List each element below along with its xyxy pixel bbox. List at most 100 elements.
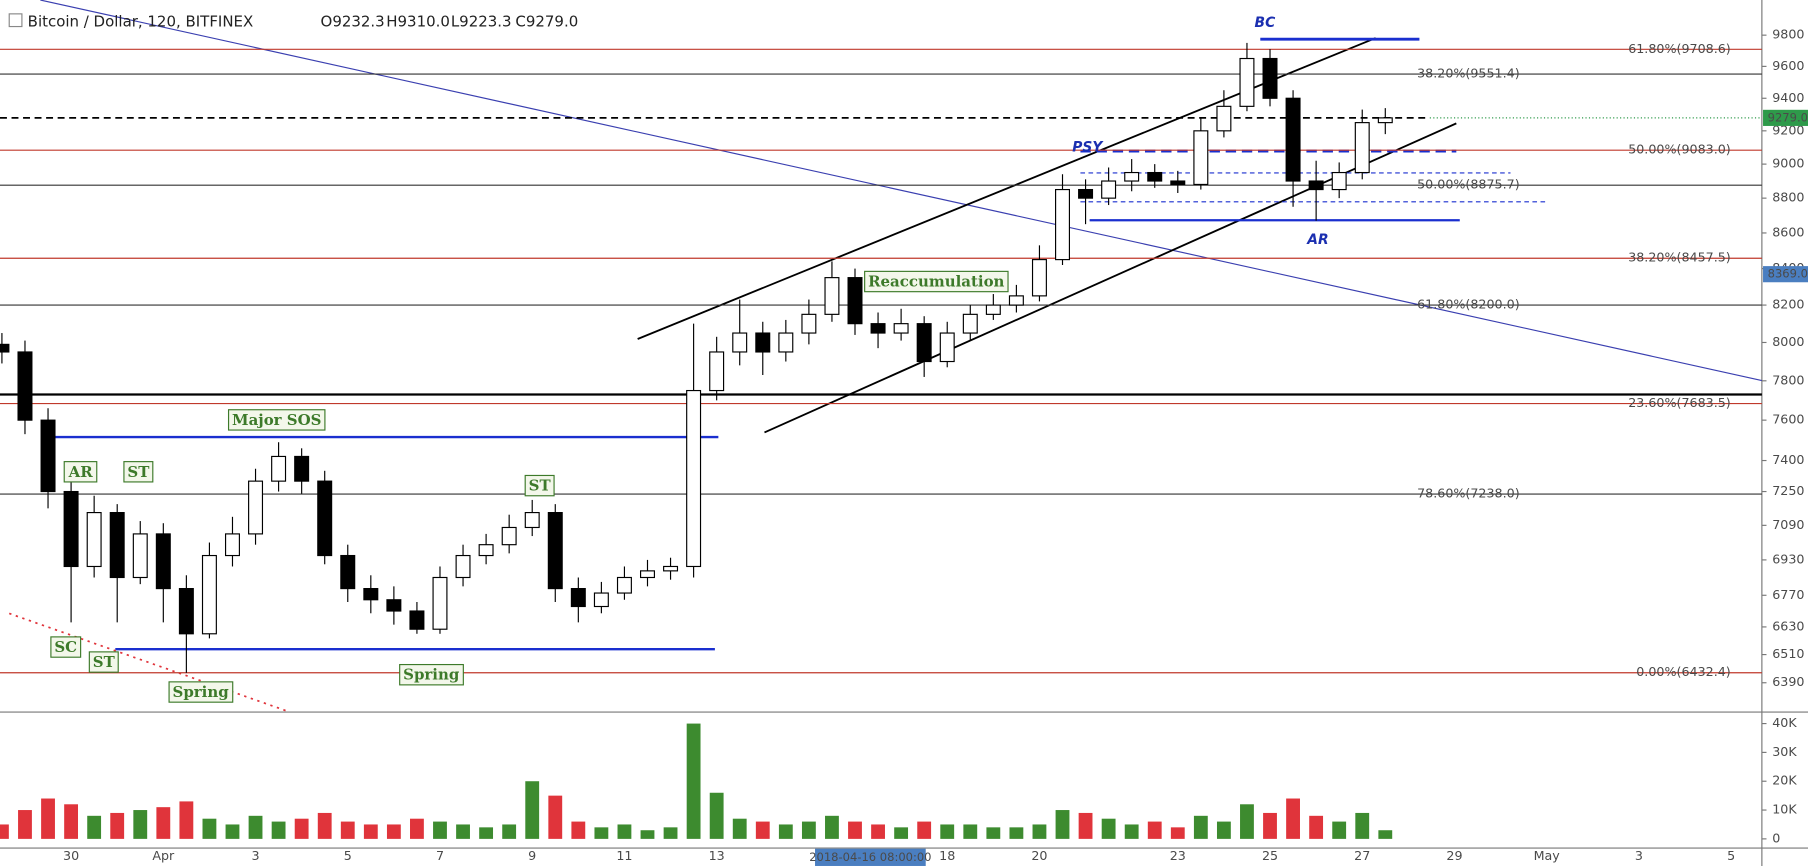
candle-body	[732, 332, 748, 353]
volume-bar	[18, 810, 32, 839]
y-tick-label: 8800	[1772, 190, 1804, 205]
volume-bar	[1216, 821, 1231, 839]
collapse-icon[interactable]	[8, 13, 23, 28]
volume-bar	[1193, 815, 1208, 839]
candle-body	[363, 588, 379, 601]
volume-bar	[502, 824, 517, 839]
volume-bar	[1170, 827, 1185, 839]
y-tick-label: 6770	[1772, 587, 1804, 602]
candle-body	[1262, 57, 1278, 99]
y-tick-label: 10K	[1772, 802, 1797, 817]
annotation-box	[123, 461, 154, 483]
candle-body	[1101, 180, 1117, 199]
fib-label: 78.60%(7238.0)	[1417, 486, 1520, 501]
annotation: ST	[93, 653, 115, 671]
candle-body	[1285, 97, 1301, 182]
candle-body	[109, 512, 125, 579]
volume-bar	[986, 827, 1001, 839]
x-tick-label: Apr	[152, 848, 175, 863]
y-tick-label: 0	[1772, 830, 1780, 845]
volume-bar	[963, 824, 978, 839]
y-tick-label: 6390	[1772, 674, 1804, 689]
volume-bar	[456, 824, 470, 839]
x-tick-label: 20	[1031, 848, 1047, 863]
volume-bar	[686, 723, 701, 839]
x-tick-label: 5	[344, 848, 352, 863]
candle-body	[1170, 180, 1186, 186]
candle-body	[132, 533, 148, 579]
volume-bar	[755, 821, 770, 839]
volume-bar	[0, 824, 9, 839]
ohlc-close: C9279.0	[515, 12, 578, 30]
y-tick-label: 7600	[1772, 412, 1804, 427]
candle-body	[201, 554, 217, 635]
candle-body	[570, 588, 586, 608]
candle-body	[432, 576, 448, 630]
x-tick-label: 25	[1262, 848, 1278, 863]
candle-body	[847, 277, 863, 325]
candle-body	[1055, 188, 1071, 261]
volume-bar	[1032, 824, 1047, 839]
volume-bar	[1378, 830, 1393, 839]
x-tick-label: 23	[1170, 848, 1186, 863]
y-tick-label: 7250	[1772, 483, 1804, 498]
volume-bar	[801, 821, 816, 839]
price-marker-label: 8369.0	[1768, 267, 1808, 281]
candle-body	[1193, 130, 1209, 186]
volume-bar	[202, 818, 217, 839]
fib-label: 61.80%(9708.6)	[1628, 41, 1731, 56]
y-tick-label: 9800	[1772, 27, 1804, 42]
candle-body	[616, 576, 632, 594]
y-tick-label: 30K	[1772, 744, 1797, 759]
volume-bar	[248, 815, 263, 839]
candle-body	[1308, 180, 1324, 191]
annotation: Major SOS	[232, 411, 321, 429]
candle-body	[17, 351, 33, 421]
annotation: SC	[54, 638, 77, 656]
candle-body	[1216, 105, 1232, 132]
fib-label: 50.00%(9083.0)	[1628, 142, 1731, 157]
candle-body	[547, 512, 563, 590]
candle-body	[40, 419, 56, 493]
volume-bar	[479, 827, 494, 839]
annotation: ST	[529, 477, 551, 495]
candle-body	[455, 554, 471, 579]
volume-bar	[1286, 798, 1300, 839]
volume-bar	[1355, 812, 1370, 839]
volume-bar	[271, 821, 286, 839]
x-tick-label: 13	[709, 848, 725, 863]
annotation-box	[50, 636, 82, 658]
candle-body	[1031, 259, 1047, 297]
candle-body	[501, 526, 517, 546]
crosshair-box	[815, 848, 926, 866]
candle-body	[271, 455, 287, 482]
annotation-box	[524, 474, 555, 497]
drawings	[0, 0, 1763, 713]
volume-bar	[110, 812, 125, 839]
candle-body	[86, 512, 102, 568]
y-tick-label: 8000	[1772, 334, 1804, 349]
candle-body	[248, 480, 264, 535]
x-tick-label: 7	[436, 848, 444, 863]
volume-bar	[64, 804, 79, 839]
candle-body	[1331, 171, 1347, 191]
annotation-box	[88, 651, 119, 673]
x-tick-label: 3	[1635, 848, 1643, 863]
x-tick-label: 30	[63, 848, 79, 863]
candle-body	[478, 544, 494, 557]
annotation-box	[227, 409, 326, 431]
volume-bar	[617, 824, 632, 839]
volume-bar	[317, 812, 332, 839]
volume-bar	[548, 795, 563, 839]
x-tick-label: May	[1534, 848, 1561, 863]
candle-body	[778, 332, 794, 353]
volume-bar	[133, 810, 148, 839]
candle-body	[1008, 295, 1024, 306]
volume-bar	[917, 821, 932, 839]
candle-body	[294, 455, 310, 482]
volume-bar	[1309, 815, 1324, 839]
volume-bar	[778, 824, 793, 839]
price-marker-box	[1763, 109, 1808, 126]
x-tick-label: 29	[1446, 848, 1462, 863]
volume-bar	[363, 824, 378, 839]
